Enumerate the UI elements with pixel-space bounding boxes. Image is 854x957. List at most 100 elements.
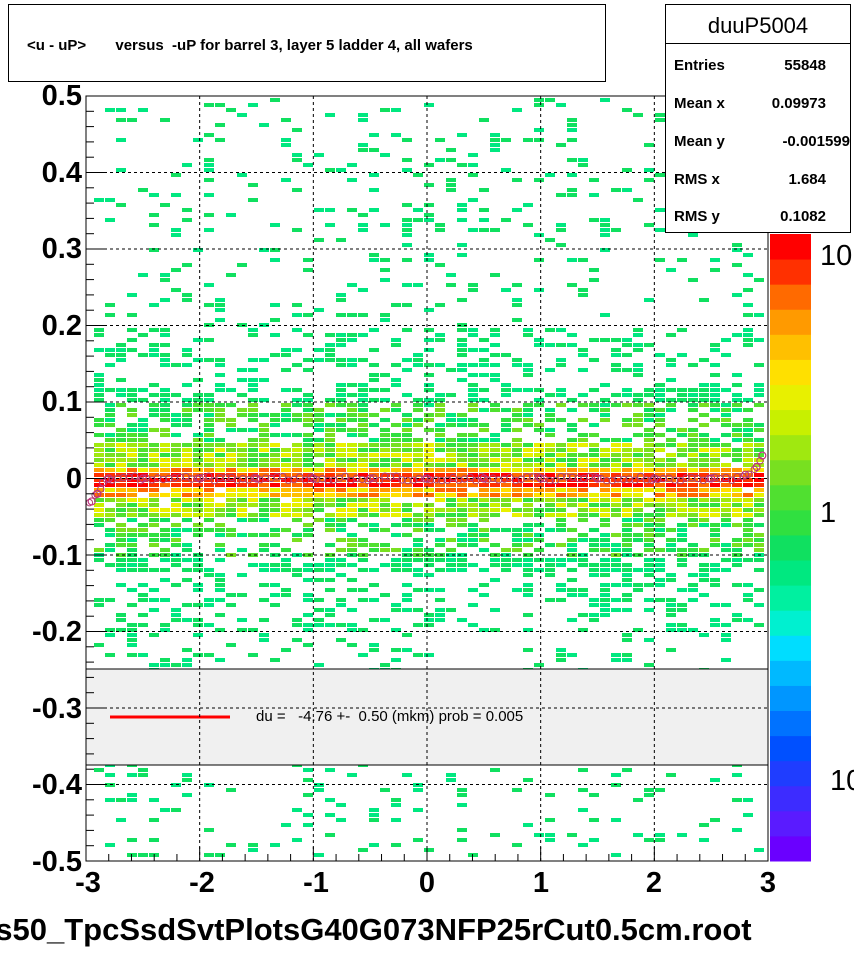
heatmap-cell <box>732 548 742 552</box>
profile-marker <box>648 476 656 484</box>
heatmap-cell <box>116 523 126 527</box>
profile-marker <box>273 473 281 481</box>
heatmap-cell <box>523 533 533 537</box>
heatmap-cell <box>105 348 115 352</box>
heatmap-cell <box>743 438 753 442</box>
heatmap-cell <box>248 418 258 422</box>
heatmap-cell <box>578 588 588 592</box>
heatmap-cell <box>545 393 555 397</box>
heatmap-cell <box>556 518 566 522</box>
heatmap-cell <box>204 338 214 342</box>
profile-marker <box>585 472 594 481</box>
profile-marker <box>494 476 503 484</box>
heatmap-cell <box>138 273 148 277</box>
heatmap-cell <box>743 428 753 432</box>
heatmap-cell <box>248 408 258 412</box>
heatmap-cell <box>622 503 632 507</box>
heatmap-cell <box>666 513 676 517</box>
heatmap-cell <box>160 493 170 497</box>
heatmap-cell <box>710 623 720 627</box>
heatmap-cell <box>380 463 390 467</box>
heatmap-cell <box>556 513 566 517</box>
heatmap-cell <box>270 443 280 447</box>
heatmap-cell <box>611 363 621 367</box>
heatmap-cell <box>138 583 148 587</box>
heatmap-cell <box>380 313 390 317</box>
heatmap-cell <box>248 843 258 847</box>
heatmap-cell <box>677 488 687 492</box>
heatmap-cell <box>105 493 115 497</box>
heatmap-cell <box>259 548 269 552</box>
heatmap-cell <box>336 638 346 642</box>
heatmap-cell <box>138 463 148 467</box>
heatmap-cell <box>347 208 357 212</box>
heatmap-cell <box>303 503 313 507</box>
heatmap-cell <box>644 573 654 577</box>
heatmap-cell <box>523 423 533 427</box>
heatmap-cell <box>358 118 368 122</box>
heatmap-cell <box>699 403 709 407</box>
heatmap-cell <box>325 463 335 467</box>
heatmap-cell <box>424 653 434 657</box>
heatmap-cell <box>435 528 445 532</box>
heatmap-cell <box>380 788 390 792</box>
heatmap-cell <box>270 468 280 472</box>
heatmap-cell <box>138 418 148 422</box>
heatmap-cell <box>325 113 335 117</box>
heatmap-cell <box>358 358 368 362</box>
heatmap-cell <box>116 393 126 397</box>
heatmap-cell <box>193 618 203 622</box>
palette-swatch <box>770 560 811 586</box>
heatmap-cell <box>402 223 412 227</box>
heatmap-cell <box>292 493 302 497</box>
heatmap-cell <box>622 523 632 527</box>
heatmap-cell <box>699 398 709 402</box>
heatmap-cell <box>490 443 500 447</box>
heatmap-cell <box>600 468 610 472</box>
heatmap-cell <box>314 358 324 362</box>
heatmap-cell <box>369 523 379 527</box>
heatmap-cell <box>413 543 423 547</box>
heatmap-cell <box>622 633 632 637</box>
heatmap-cell <box>688 403 698 407</box>
profile-marker <box>125 473 133 481</box>
heatmap-cell <box>468 288 478 292</box>
heatmap-cell <box>545 793 555 797</box>
heatmap-cell <box>358 403 368 407</box>
palette-swatch <box>770 660 811 686</box>
heatmap-cell <box>666 268 676 272</box>
heatmap-cell <box>600 573 610 577</box>
heatmap-cell <box>248 513 258 517</box>
heatmap-cell <box>578 553 588 557</box>
heatmap-cell <box>655 528 665 532</box>
heatmap-cell <box>743 583 753 587</box>
heatmap-cell <box>149 798 159 802</box>
heatmap-cell <box>578 788 588 792</box>
heatmap-cell <box>556 193 566 197</box>
palette-swatch <box>770 710 811 737</box>
heatmap-cell <box>182 443 192 447</box>
heatmap-cell <box>644 563 654 567</box>
heatmap-cell <box>501 383 511 387</box>
heatmap-cell <box>435 433 445 437</box>
heatmap-cell <box>160 443 170 447</box>
heatmap-cell <box>171 233 181 237</box>
heatmap-cell <box>479 373 489 377</box>
heatmap-cell <box>116 483 126 487</box>
heatmap-cell <box>743 458 753 462</box>
heatmap-cell <box>611 563 621 567</box>
heatmap-cell <box>259 463 269 467</box>
heatmap-cell <box>314 608 324 612</box>
heatmap-cell <box>281 138 291 142</box>
heatmap-cell <box>292 448 302 452</box>
heatmap-cell <box>270 603 280 607</box>
heatmap-cell <box>424 213 434 217</box>
heatmap-cell <box>600 403 610 407</box>
heatmap-cell <box>413 443 423 447</box>
heatmap-cell <box>259 438 269 442</box>
heatmap-cell <box>160 468 170 472</box>
heatmap-cell <box>688 478 698 482</box>
heatmap-cell <box>534 233 544 237</box>
heatmap-cell <box>589 463 599 467</box>
heatmap-cell <box>578 453 588 457</box>
